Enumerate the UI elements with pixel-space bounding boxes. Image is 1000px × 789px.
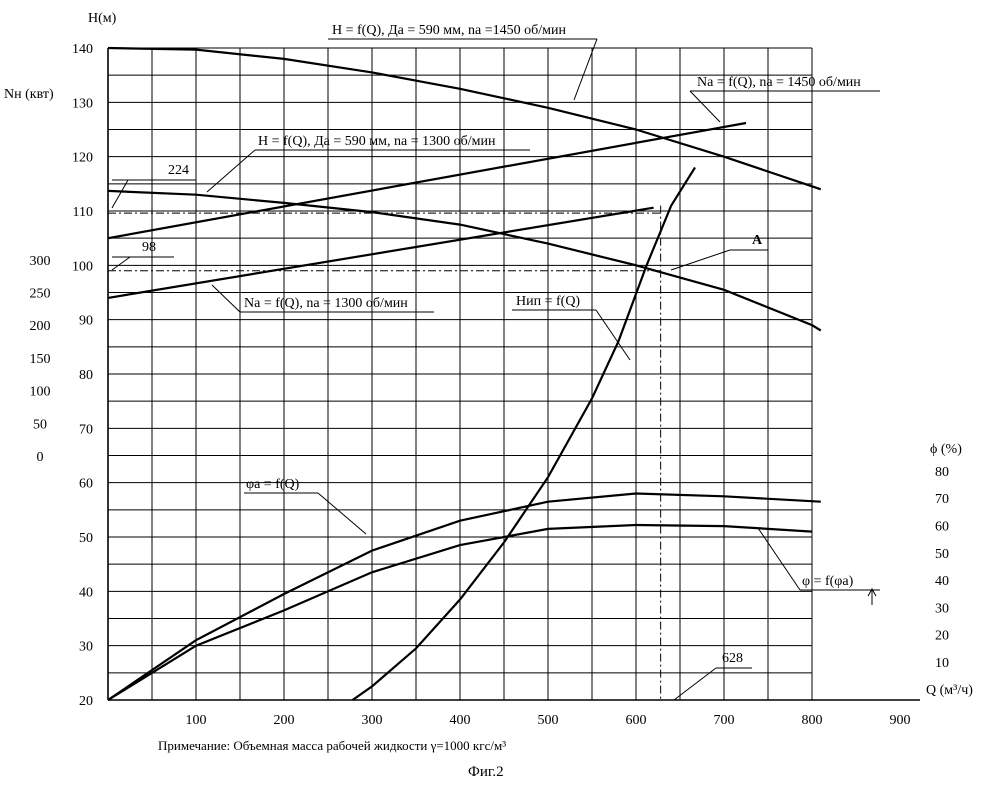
svg-text:Нип = f(Q): Нип = f(Q) (516, 294, 580, 309)
footnote: Примечание: Объемная масса рабочей жидко… (158, 738, 506, 754)
h-tick-label: 50 (79, 531, 93, 546)
x-tick-label: 100 (186, 713, 207, 728)
x-tick-label: 300 (362, 713, 383, 728)
phi-tick-label: 20 (935, 629, 949, 644)
svg-text:224: 224 (168, 163, 189, 178)
h-tick-label: 90 (79, 314, 93, 329)
h-tick-label: 110 (73, 205, 93, 220)
series-line-3 (108, 208, 654, 298)
x-tick-label: 800 (802, 713, 823, 728)
n-tick-label: 200 (30, 319, 51, 334)
h-tick-label: 70 (79, 422, 93, 437)
label-hnp: Нип = f(Q) (512, 294, 630, 360)
phi-tick-label: 40 (935, 574, 949, 589)
h-tick-label: 140 (72, 42, 93, 57)
svg-text:φa = f(Q): φa = f(Q) (246, 477, 300, 492)
annot-628: 628 (674, 651, 752, 700)
series-line-0 (108, 48, 821, 189)
annotation-lines (108, 206, 661, 700)
svg-text:A: A (752, 233, 763, 248)
series-line-1 (108, 191, 821, 331)
phi-tick-label: 60 (935, 520, 949, 535)
label-phi: φ = f(φa) (758, 528, 880, 605)
figure-caption: Фиг.2 (468, 764, 504, 781)
h-tick-label: 130 (72, 96, 93, 111)
h-tick-label: 120 (72, 151, 93, 166)
x-tick-label: 200 (274, 713, 295, 728)
h-tick-label: 100 (72, 259, 93, 274)
grid (108, 48, 920, 700)
svg-text:98: 98 (142, 240, 156, 255)
x-tick-label: 700 (714, 713, 735, 728)
phi-tick-label: 10 (935, 656, 949, 671)
label-na1450: Na = f(Q), na = 1450 об/мин (690, 75, 880, 122)
series-line-4 (353, 168, 695, 701)
phi-axis-title: ϕ (%) (930, 442, 962, 457)
h-axis-title: Н(м) (88, 11, 117, 26)
n-tick-label: 0 (37, 450, 44, 465)
n-axis-title: Nн (квт) (4, 87, 54, 102)
h-tick-label: 30 (79, 640, 93, 655)
phi-tick-label: 30 (935, 601, 949, 616)
n-tick-label: 250 (30, 287, 51, 302)
svg-text:Na = f(Q), na = 1450 об/мин: Na = f(Q), na = 1450 об/мин (697, 75, 861, 90)
annot-224: 224 (112, 163, 196, 208)
h-tick-label: 80 (79, 368, 93, 383)
svg-text:628: 628 (722, 651, 743, 666)
label-h1300: H = f(Q), Дa = 590 мм, na = 1300 об/мин (207, 134, 530, 192)
svg-text:H = f(Q), Дa = 590 мм, na =145: H = f(Q), Дa = 590 мм, na =1450 об/мин (332, 23, 566, 38)
h-tick-label: 20 (79, 694, 93, 709)
svg-text:H = f(Q), Дa = 590 мм, na = 13: H = f(Q), Дa = 590 мм, na = 1300 об/мин (258, 134, 496, 149)
h-tick-label: 60 (79, 477, 93, 492)
n-tick-label: 300 (30, 254, 51, 269)
svg-text:φ = f(φa): φ = f(φa) (802, 574, 854, 589)
phi-tick-label: 70 (935, 492, 949, 507)
phi-tick-label: 50 (935, 547, 949, 562)
x-tick-label: 500 (538, 713, 559, 728)
label-phia: φa = f(Q) (244, 477, 366, 534)
x-tick-label: 400 (450, 713, 471, 728)
x-tick-label: 900 (890, 713, 911, 728)
n-tick-label: 50 (33, 417, 47, 432)
n-tick-label: 150 (30, 352, 51, 367)
x-axis-title: Q (м³/ч) (926, 683, 973, 698)
n-tick-label: 100 (30, 385, 51, 400)
phi-tick-label: 80 (935, 465, 949, 480)
x-tick-label: 600 (626, 713, 647, 728)
h-tick-label: 40 (79, 585, 93, 600)
svg-text:Na = f(Q), na = 1300 об/мин: Na = f(Q), na = 1300 об/мин (244, 296, 408, 311)
label-na1300: Na = f(Q), na = 1300 об/мин (212, 285, 434, 312)
